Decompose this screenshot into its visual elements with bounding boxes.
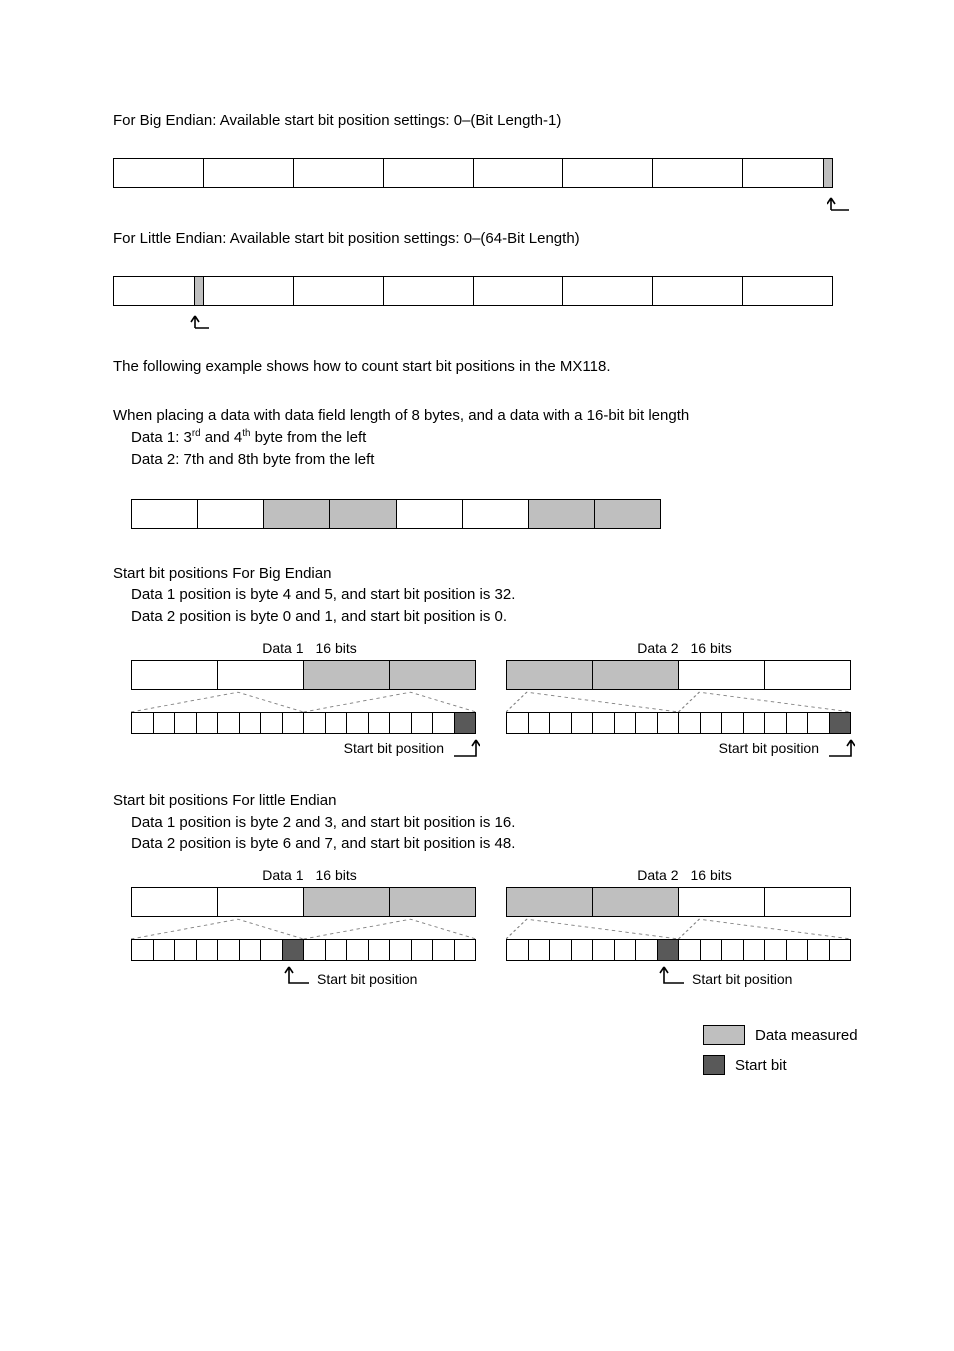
bit-strip [131, 939, 476, 961]
placing-intro-text: When placing a data with data field leng… [113, 405, 864, 427]
little-endian-title: Start bit positions For little Endian [113, 790, 864, 812]
big-endian-data2-block: Data 2 16 bits Start bit position [506, 640, 851, 762]
connector-lines [506, 690, 851, 712]
text-fragment: rd [192, 428, 201, 439]
big-endian-d2: Data 2 position is byte 0 and 1, and sta… [113, 606, 864, 628]
little-endian-data1-block: Data 1 16 bits [131, 867, 476, 989]
data2-label: Data 2 [506, 867, 691, 883]
data2-desc: Data 2: 7th and 8th byte from the left [113, 449, 864, 471]
connector-lines [131, 917, 476, 939]
start-bit-position-label: Start bit position [317, 971, 417, 987]
arrow-up-icon [658, 965, 688, 990]
text-fragment: byte from the left [250, 429, 366, 446]
little-endian-byte-strip [113, 276, 833, 306]
legend: Data measured Start bit [703, 1025, 864, 1075]
arrow-up-icon [825, 738, 855, 763]
little-endian-d1: Data 1 position is byte 2 and 3, and sta… [113, 812, 864, 834]
text-fragment: Data 1: 3 [131, 429, 192, 446]
start-bit-position-label: Start bit position [692, 971, 792, 987]
bit-strip [131, 712, 476, 734]
bit-strip [506, 712, 851, 734]
arrow-up-icon [181, 306, 211, 330]
connector-lines [506, 917, 851, 939]
bits-label: 16 bits [316, 867, 357, 883]
bits-label: 16 bits [691, 867, 732, 883]
byte-row [131, 660, 476, 690]
arrow-up-icon [283, 965, 313, 990]
big-endian-d1: Data 1 position is byte 4 and 5, and sta… [113, 584, 864, 606]
big-endian-data1-block: Data 1 16 bits Start bit position [131, 640, 476, 762]
text-fragment: and 4 [201, 429, 243, 446]
big-endian-byte-strip [113, 158, 833, 188]
legend-label-startbit: Start bit [735, 1057, 787, 1074]
data1-desc: Data 1: 3rd and 4th byte from the left [113, 427, 864, 449]
example-8byte-strip [131, 499, 661, 529]
start-bit-marker [194, 277, 203, 305]
byte-row [506, 660, 851, 690]
arrow-up-icon [827, 188, 857, 212]
legend-swatch-measured [703, 1025, 745, 1045]
arrow-up-icon [450, 738, 480, 763]
byte-row [506, 887, 851, 917]
start-bit-position-label: Start bit position [344, 740, 444, 756]
bit-strip [506, 939, 851, 961]
little-endian-d2: Data 2 position is byte 6 and 7, and sta… [113, 833, 864, 855]
big-endian-header: For Big Endian: Available start bit posi… [113, 110, 864, 132]
bits-label: 16 bits [316, 640, 357, 656]
big-endian-title: Start bit positions For Big Endian [113, 563, 864, 585]
start-bit-marker [823, 159, 832, 187]
start-bit-position-label: Start bit position [719, 740, 819, 756]
byte-row [131, 887, 476, 917]
little-endian-header: For Little Endian: Available start bit p… [113, 228, 864, 250]
data1-label: Data 1 [131, 640, 316, 656]
connector-lines [131, 690, 476, 712]
little-endian-data2-block: Data 2 16 bits [506, 867, 851, 989]
data1-label: Data 1 [131, 867, 316, 883]
legend-swatch-startbit [703, 1055, 725, 1075]
example-intro-text: The following example shows how to count… [113, 356, 864, 378]
bits-label: 16 bits [691, 640, 732, 656]
data2-label: Data 2 [506, 640, 691, 656]
legend-label-measured: Data measured [755, 1027, 858, 1044]
